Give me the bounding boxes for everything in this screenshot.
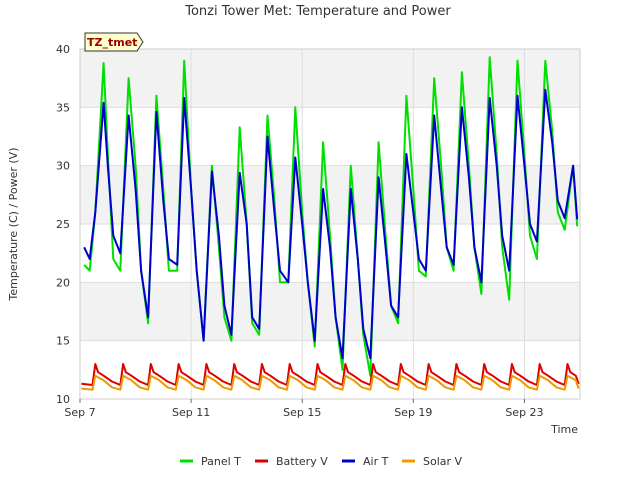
series-line-solar-v bbox=[81, 374, 580, 391]
grid-bands bbox=[80, 49, 580, 341]
y-axis: 10 15 20 25 30 35 40 bbox=[56, 43, 70, 406]
y-tick-label: 25 bbox=[56, 218, 70, 231]
legend: Panel T Battery V Air T Solar V bbox=[180, 455, 463, 468]
x-tick-label: Sep 7 bbox=[64, 406, 95, 419]
badge-box bbox=[84, 32, 144, 52]
series-line-battery-v bbox=[81, 363, 580, 386]
y-tick-label: 35 bbox=[56, 101, 70, 114]
site-badge: TZ_tmet bbox=[84, 32, 144, 52]
x-tick-label: Sep 11 bbox=[172, 406, 210, 419]
plot-frame bbox=[79, 48, 581, 400]
x-tick-label: Sep 15 bbox=[283, 406, 321, 419]
chart-title: Tonzi Tower Met: Temperature and Power bbox=[184, 4, 451, 19]
x-tick-label: Sep 19 bbox=[394, 406, 432, 419]
grid-band bbox=[80, 49, 580, 108]
legend-label-air-t: Air T bbox=[363, 455, 389, 468]
grid-band bbox=[80, 165, 580, 224]
badge-label: TZ_tmet bbox=[87, 36, 137, 49]
legend-label-panel-t: Panel T bbox=[201, 455, 241, 468]
y-tick-label: 30 bbox=[56, 160, 70, 173]
grid-band bbox=[80, 282, 580, 341]
legend-label-solar-v: Solar V bbox=[423, 455, 463, 468]
y-tick-label: 15 bbox=[56, 335, 70, 348]
series-lines bbox=[81, 56, 580, 391]
y-tick-label: 40 bbox=[56, 43, 70, 56]
y-axis-label: Temperature (C) / Power (V) bbox=[7, 147, 20, 301]
series-line-air-t bbox=[83, 88, 579, 360]
y-tick-label: 10 bbox=[56, 393, 70, 406]
x-axis-label: Time bbox=[550, 423, 578, 436]
y-tick-label: 20 bbox=[56, 276, 70, 289]
x-tick-label: Sep 23 bbox=[505, 406, 543, 419]
x-axis: Sep 7 Sep 11 Sep 15 Sep 19 Sep 23 bbox=[64, 399, 544, 419]
legend-label-battery-v: Battery V bbox=[276, 455, 328, 468]
